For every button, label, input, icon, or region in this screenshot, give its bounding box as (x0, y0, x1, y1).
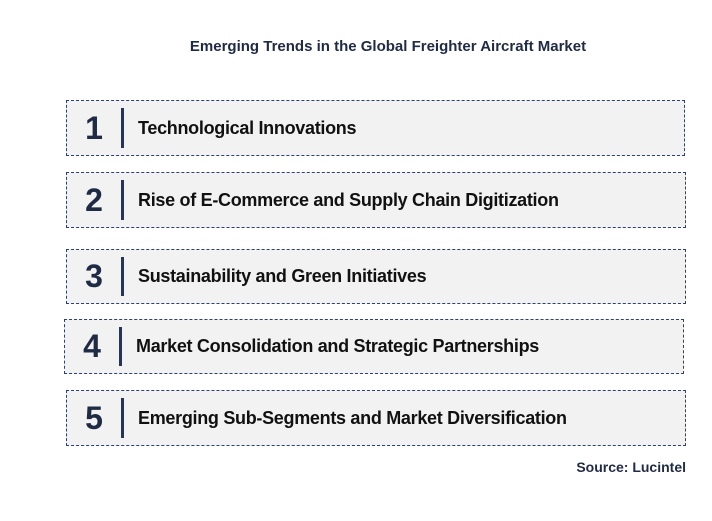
divider (121, 257, 124, 296)
trend-label: Emerging Sub-Segments and Market Diversi… (138, 407, 567, 428)
trend-label: Market Consolidation and Strategic Partn… (136, 336, 539, 356)
divider (119, 327, 122, 366)
trend-box: 4 Market Consolidation and Strategic Part… (64, 319, 684, 374)
trend-label: Sustainability and Green Initiatives (138, 266, 427, 286)
trend-label: Technological Innovations (138, 117, 357, 138)
trend-number: 3 (85, 258, 103, 294)
divider (121, 398, 124, 438)
trend-label: Rise of E-Commerce and Supply Chain Digi… (138, 189, 559, 210)
trend-box: 3 Sustainability and Green Initiatives (66, 249, 686, 304)
title: Emerging Trends in the Global Freighter … (189, 38, 587, 55)
trend-number: 1 (85, 109, 103, 146)
trend-number: 5 (85, 399, 103, 436)
trend-number: 4 (83, 328, 101, 364)
divider (121, 180, 124, 220)
trend-number: 2 (85, 181, 103, 218)
divider (121, 108, 124, 148)
trend-box: 1 Technological Innovations (66, 100, 685, 156)
trend-box: 5 Emerging Sub-Segments and Market Divers… (66, 390, 686, 446)
source: Source: Lucintel (576, 459, 686, 475)
trend-box: 2 Rise of E-Commerce and Supply Chain Dig… (66, 172, 686, 228)
